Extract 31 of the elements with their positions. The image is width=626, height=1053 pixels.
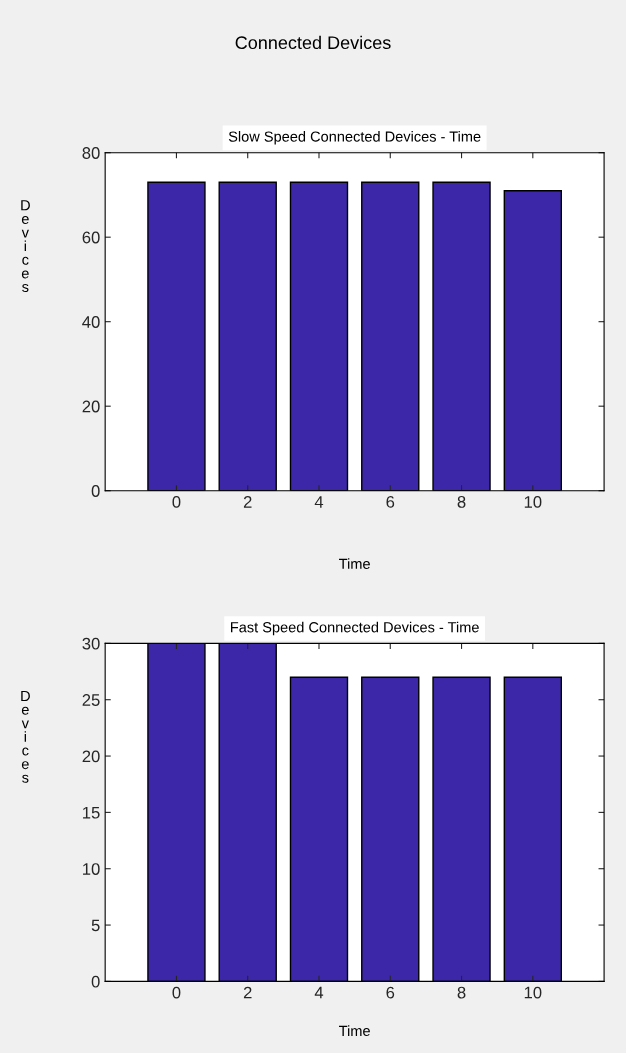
text: Connected Devices	[235, 35, 391, 50]
y-tick-label: 25	[82, 694, 100, 706]
y-tick-label: 80	[82, 147, 100, 159]
y-tick-label: 15	[83, 806, 100, 819]
chart-title: Fast Speed Connected Devices - Time	[231, 621, 479, 636]
y-tick-label: 0	[91, 975, 100, 988]
y-tick-label: 40	[82, 316, 100, 328]
x-tick-label: 8	[457, 496, 466, 508]
y-tick-label: 30	[82, 637, 100, 650]
y-tick-label: 10	[83, 863, 100, 875]
x-tick-label: 2	[243, 496, 252, 508]
x-tick-label: 2	[243, 986, 252, 999]
x-tick-label: 6	[386, 986, 395, 999]
y-tick-label: 20	[82, 750, 100, 763]
y-tick-label: 0	[91, 485, 100, 497]
x-tick-label: 4	[314, 986, 324, 999]
y-axis-title: Devices	[21, 690, 30, 783]
x-tick-label: 10	[524, 986, 542, 999]
y-tick-label: 60	[82, 231, 100, 244]
x-tick-label: 8	[457, 986, 466, 999]
x-tick-label: 6	[386, 496, 395, 508]
x-axis-title: Time	[339, 558, 370, 570]
y-tick-label: 20	[82, 400, 100, 413]
y-axis-title: Devices	[21, 200, 30, 293]
x-axis-title: Time	[339, 1025, 370, 1037]
x-tick-label: 0	[172, 496, 181, 508]
chart-title: Slow Speed Connected Devices - Time	[228, 131, 481, 145]
x-tick-label: 0	[172, 986, 181, 999]
x-tick-label: 10	[524, 496, 542, 508]
x-tick-label: 4	[314, 496, 324, 508]
y-tick-label: 5	[91, 919, 100, 932]
